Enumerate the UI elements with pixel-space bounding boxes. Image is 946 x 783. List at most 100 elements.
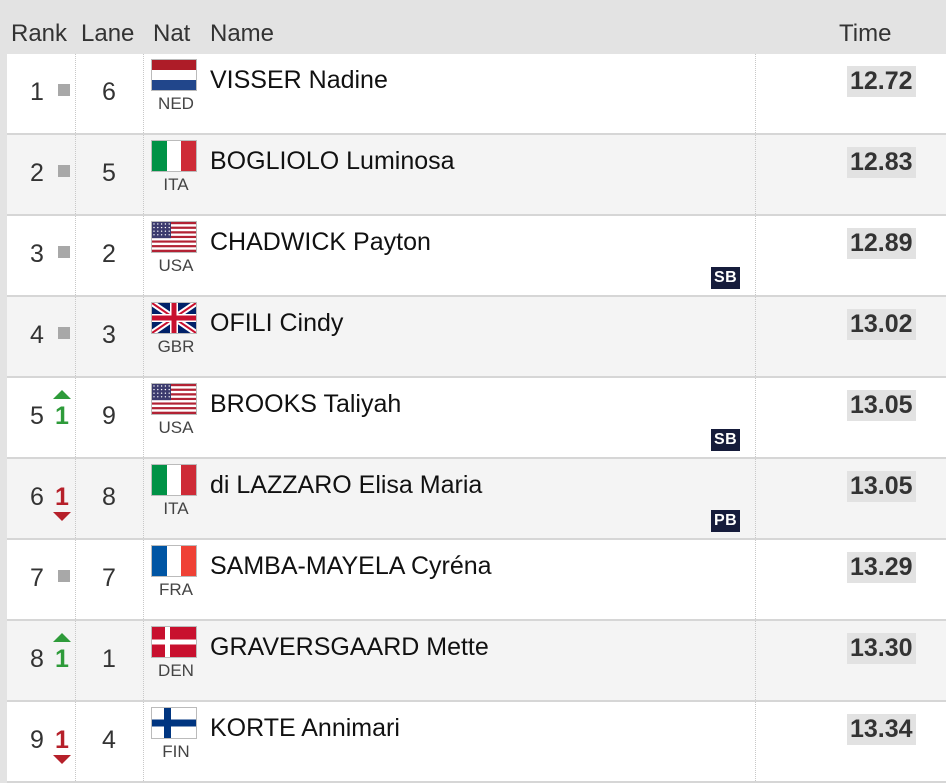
nat-code: USA: [158, 256, 194, 275]
column-divider: [755, 54, 756, 133]
table-header: Rank Lane Nat Name Time: [0, 0, 946, 54]
ITA-flag-icon: [152, 141, 196, 171]
FIN-flag-icon: [152, 708, 196, 738]
nat-code: FIN: [162, 742, 190, 761]
rank-change-value: 1: [55, 483, 69, 511]
athlete-name[interactable]: VISSER Nadine: [210, 66, 388, 94]
time-value: 13.05: [847, 471, 916, 502]
athlete-name[interactable]: GRAVERSGAARD Mette: [210, 633, 489, 661]
column-divider: [143, 540, 144, 619]
nat-code: GBR: [157, 337, 195, 356]
nat-code: ITA: [163, 499, 189, 518]
table-row[interactable]: 8 1 1 DEN GRAVERSGAARD Mette 13.30: [7, 621, 946, 702]
column-divider: [75, 378, 76, 457]
lane-value: 4: [102, 726, 116, 754]
record-badge: PB: [711, 510, 741, 532]
column-divider: [75, 540, 76, 619]
table-body: 1 6 NED VISSER Nadine 12.72 2 5 ITA BOGLIOLO Lum…: [0, 54, 946, 783]
lane-value: 5: [102, 159, 116, 187]
column-divider: [75, 54, 76, 133]
lane-value: 3: [102, 321, 116, 349]
athlete-name[interactable]: SAMBA-MAYELA Cyréna: [210, 552, 492, 580]
lane-value: 8: [102, 483, 116, 511]
rank-value: 6: [30, 483, 44, 511]
time-value: 13.34: [847, 714, 916, 745]
record-badge: SB: [711, 267, 741, 289]
column-divider: [75, 459, 76, 538]
column-divider: [75, 621, 76, 700]
arrow-down-icon: [53, 512, 71, 521]
table-row[interactable]: 4 3 GBR OFILI Cindy 13.02: [7, 297, 946, 378]
rank-value: 8: [30, 645, 44, 673]
table-row[interactable]: 5 1 9 USA BROOKS Taliyah SB 13.05: [7, 378, 946, 459]
column-divider: [755, 540, 756, 619]
rank-value: 7: [30, 564, 44, 592]
lane-value: 1: [102, 645, 116, 673]
column-divider: [75, 216, 76, 295]
column-divider: [143, 216, 144, 295]
column-divider: [143, 378, 144, 457]
rank-value: 9: [30, 726, 44, 754]
column-divider: [143, 621, 144, 700]
rank-value: 1: [30, 78, 44, 106]
rank-value: 5: [30, 402, 44, 430]
no-change-icon: [58, 84, 70, 96]
time-value: 12.72: [847, 66, 916, 97]
column-divider: [755, 702, 756, 781]
time-value: 13.02: [847, 309, 916, 340]
rank-change-value: 1: [55, 726, 69, 754]
nat-code: ITA: [163, 175, 189, 194]
column-divider: [75, 135, 76, 214]
column-divider: [143, 54, 144, 133]
athlete-name[interactable]: di LAZZARO Elisa Maria: [210, 471, 483, 499]
lane-value: 7: [102, 564, 116, 592]
lane-value: 6: [102, 78, 116, 106]
ITA-flag-icon: [152, 465, 196, 495]
header-time: Time: [839, 20, 892, 47]
no-change-icon: [58, 246, 70, 258]
column-divider: [143, 702, 144, 781]
header-lane: Lane: [81, 20, 135, 47]
athlete-name[interactable]: CHADWICK Payton: [210, 228, 431, 256]
athlete-name[interactable]: KORTE Annimari: [210, 714, 400, 742]
column-divider: [755, 459, 756, 538]
rank-change-value: 1: [55, 402, 69, 430]
time-value: 13.30: [847, 633, 916, 664]
table-row[interactable]: 7 7 FRA SAMBA-MAYELA Cyréna 13.29: [7, 540, 946, 621]
athlete-name[interactable]: BROOKS Taliyah: [210, 390, 402, 418]
record-badge: SB: [711, 429, 741, 451]
FRA-flag-icon: [152, 546, 196, 576]
time-value: 12.89: [847, 228, 916, 259]
nat-code: DEN: [158, 661, 194, 680]
header-rank: Rank: [11, 20, 68, 47]
table-row[interactable]: 9 1 4 FIN KORTE Annimari 13.34: [7, 702, 946, 783]
column-divider: [755, 378, 756, 457]
time-value: 12.83: [847, 147, 916, 178]
table-row[interactable]: 3 2 USA CHADWICK Payton SB 12.89: [7, 216, 946, 297]
rank-value: 4: [30, 321, 44, 349]
nat-code: NED: [158, 94, 194, 113]
no-change-icon: [58, 165, 70, 177]
USA-flag-icon: [152, 222, 196, 252]
table-row[interactable]: 6 1 8 ITA di LAZZARO Elisa Maria PB 13.05: [7, 459, 946, 540]
athlete-name[interactable]: BOGLIOLO Luminosa: [210, 147, 455, 175]
column-divider: [143, 135, 144, 214]
header-name: Name: [210, 20, 275, 47]
USA-flag-icon: [152, 384, 196, 414]
rank-value: 3: [30, 240, 44, 268]
NED-flag-icon: [152, 60, 196, 90]
athlete-name[interactable]: OFILI Cindy: [210, 309, 344, 337]
table-row[interactable]: 1 6 NED VISSER Nadine 12.72: [7, 54, 946, 135]
arrow-down-icon: [53, 755, 71, 764]
nat-code: USA: [158, 418, 194, 437]
column-divider: [75, 702, 76, 781]
arrow-up-icon: [53, 390, 71, 399]
column-divider: [755, 135, 756, 214]
column-divider: [143, 297, 144, 376]
table-row[interactable]: 2 5 ITA BOGLIOLO Luminosa 12.83: [7, 135, 946, 216]
no-change-icon: [58, 327, 70, 339]
GBR-flag-icon: [152, 303, 196, 333]
column-divider: [75, 297, 76, 376]
arrow-up-icon: [53, 633, 71, 642]
